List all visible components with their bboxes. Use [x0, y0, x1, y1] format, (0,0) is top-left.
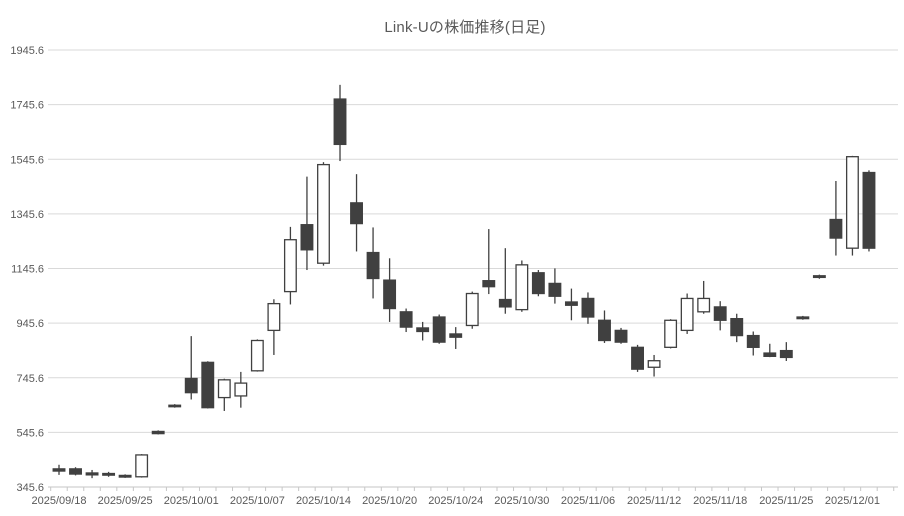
y-axis-label: 1945.6	[10, 45, 44, 57]
candle-body	[283, 239, 297, 293]
candle-body	[482, 280, 496, 288]
candle-body	[151, 430, 165, 435]
candle-body	[531, 272, 545, 295]
candle-body	[581, 297, 595, 318]
candle-body	[250, 339, 264, 372]
candle-body	[845, 156, 859, 249]
x-axis-label: 2025/11/06	[561, 495, 615, 507]
candle-body	[366, 251, 380, 280]
y-axis-label: 545.6	[16, 427, 44, 439]
y-axis-label: 1745.6	[10, 100, 44, 112]
candle-body	[135, 454, 149, 478]
candle-body	[498, 298, 512, 308]
candle-body	[85, 472, 99, 476]
candle-body	[350, 202, 363, 225]
candle-body	[465, 292, 479, 327]
x-axis-label: 2025/11/12	[627, 495, 681, 507]
candle-body	[102, 472, 116, 476]
candle-body	[300, 224, 314, 251]
candle-body	[201, 361, 215, 409]
candle-body	[598, 319, 611, 342]
candle-body	[730, 317, 744, 337]
candle-body	[267, 302, 281, 332]
candle-body	[631, 346, 645, 370]
y-axis-label: 945.6	[16, 318, 44, 330]
y-axis-label: 1545.6	[10, 154, 44, 166]
candle-body	[333, 98, 347, 146]
candle-body	[564, 301, 578, 306]
candle-body	[515, 264, 529, 311]
candle-body	[862, 171, 876, 249]
x-axis-label: 2025/10/14	[296, 495, 351, 507]
candle-body	[812, 275, 826, 279]
candle-body	[416, 327, 430, 333]
x-axis-label: 2025/10/01	[164, 495, 219, 507]
x-axis-label: 2025/10/07	[230, 495, 285, 507]
candle-body	[664, 319, 678, 348]
candle-body	[317, 163, 330, 264]
x-axis-label: 2025/10/24	[428, 495, 483, 507]
y-axis-label: 1145.6	[11, 264, 44, 276]
candle-body	[184, 377, 198, 394]
candle-body	[779, 349, 793, 359]
x-axis-label: 2025/12/01	[825, 495, 880, 507]
candle-body	[383, 279, 397, 310]
candle-body	[548, 282, 562, 297]
x-axis-label: 2025/10/30	[494, 495, 549, 507]
x-axis-label: 2025/09/18	[31, 495, 86, 507]
candle-body	[168, 404, 182, 408]
candle-body	[614, 329, 628, 343]
candle-body	[647, 360, 661, 368]
x-axis-label: 2025/11/18	[693, 495, 747, 507]
candle-body	[52, 468, 66, 472]
candle-body	[217, 379, 231, 399]
candle-body	[680, 297, 694, 332]
x-axis-label: 2025/09/25	[98, 495, 153, 507]
candle-body	[746, 334, 760, 348]
candle-body	[449, 333, 463, 338]
candle-body	[118, 474, 132, 478]
candle-body	[713, 306, 727, 321]
candle-body	[796, 316, 810, 320]
candle-body	[829, 218, 843, 239]
candle-body	[399, 311, 413, 328]
chart-title: Link-Uの株価推移(日足)	[384, 19, 546, 36]
candle-body	[697, 297, 711, 313]
candle-body	[432, 316, 446, 343]
y-axis-label: 345.6	[16, 482, 44, 494]
x-axis-label: 2025/11/25	[759, 495, 813, 507]
x-axis-label: 2025/10/20	[362, 495, 417, 507]
candle-body	[69, 468, 82, 475]
y-axis-label: 745.6	[16, 373, 44, 385]
y-axis-label: 1345.6	[10, 209, 44, 221]
candle-body	[763, 352, 777, 357]
candle-body	[234, 382, 248, 397]
